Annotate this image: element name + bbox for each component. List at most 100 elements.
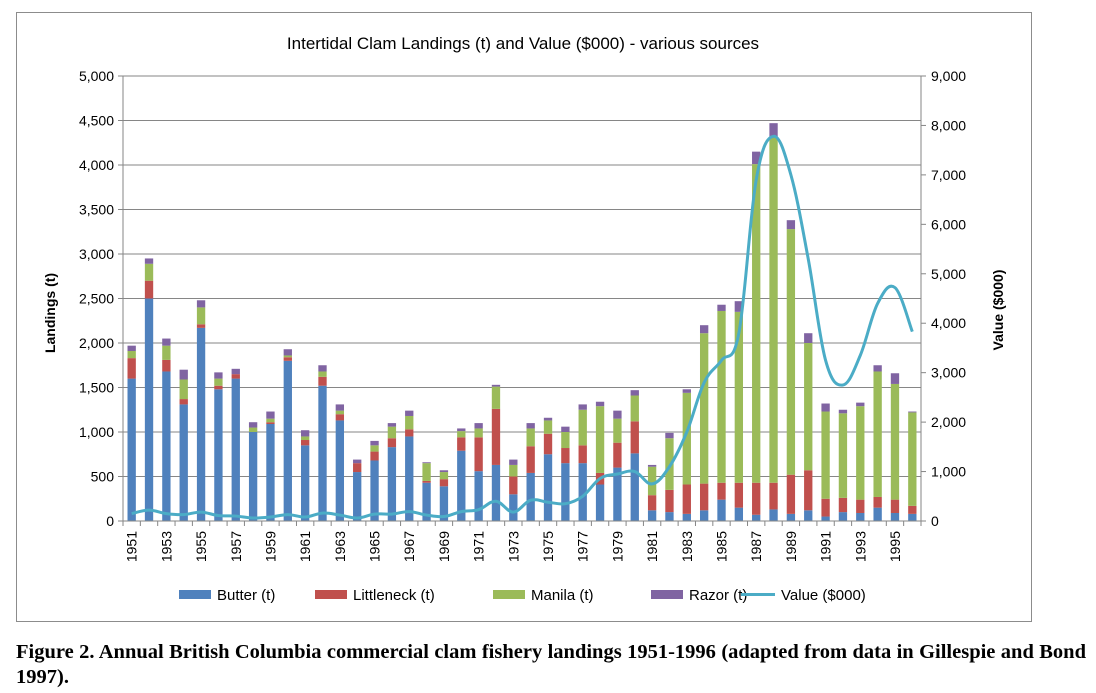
y-tick-label: 500 — [91, 469, 115, 485]
bar-segment — [179, 379, 188, 400]
bar-segment — [526, 472, 535, 521]
bar-segment — [405, 429, 414, 437]
bar-segment — [699, 333, 709, 484]
bar-segment — [647, 495, 657, 511]
value-line-layer — [131, 134, 914, 520]
bar-segment — [804, 343, 813, 471]
bar-segment — [543, 433, 553, 455]
bar-segment — [370, 440, 379, 446]
legend-swatch — [493, 590, 525, 599]
bar-segment — [248, 422, 258, 428]
bar-segment — [214, 372, 223, 379]
chart-area: 0 500 1,000 1,500 2,000 2,500 3,000 3,500 4,000 4… — [16, 12, 1032, 622]
x-tick-label: 1985 — [714, 531, 730, 562]
bar-segment — [127, 378, 136, 521]
bar-segment — [647, 466, 657, 496]
chart-title: Intertidal Clam Landings (t) and Value (… — [287, 34, 759, 53]
bar-segment — [561, 432, 570, 449]
bar-segment — [752, 514, 761, 521]
y2-tick-label: 1,000 — [931, 464, 966, 480]
bar-segment — [335, 420, 345, 521]
bar-segment — [335, 410, 345, 415]
bar-segment — [162, 371, 171, 521]
bar-segment — [179, 369, 188, 380]
bar-segment — [422, 480, 431, 483]
bar-segment — [578, 445, 587, 464]
bar-segment — [370, 460, 379, 521]
y-tick-label: 3,500 — [79, 202, 114, 218]
bar-segment — [162, 359, 171, 372]
bar-segment — [318, 376, 327, 386]
bar-segment — [908, 513, 917, 521]
y-tick-label: 1,000 — [79, 424, 114, 440]
bar-segment — [370, 445, 379, 452]
x-tick-label: 1995 — [887, 531, 903, 562]
x-tick-label: 1951 — [124, 531, 140, 562]
bar-segment — [127, 345, 136, 352]
bar-segment — [144, 258, 154, 264]
bar-segment — [318, 371, 327, 377]
bar-segment — [439, 472, 449, 480]
bar-segment — [578, 463, 587, 521]
bar-segment — [196, 324, 206, 328]
bar-segment — [283, 360, 292, 521]
bar-segment — [318, 365, 327, 372]
bar-segment — [543, 420, 553, 434]
bar-segment — [786, 220, 796, 230]
x-tick-label: 1955 — [193, 531, 209, 562]
bar-segment — [838, 512, 848, 521]
y-tick-label: 2,000 — [79, 335, 114, 351]
bar-segment — [248, 427, 258, 432]
bar-segment — [509, 459, 518, 465]
y2-tick-label: 7,000 — [931, 167, 966, 183]
bar-segment — [179, 404, 188, 521]
bar-segment — [665, 512, 674, 521]
bar-segment — [838, 497, 848, 513]
bar-segment — [543, 417, 553, 421]
bar-segment — [595, 401, 605, 407]
bar-segment — [439, 479, 449, 487]
bar-segment — [595, 484, 605, 521]
bar-segment — [422, 462, 431, 464]
bar-segment — [387, 426, 397, 439]
bar-segment — [873, 507, 882, 521]
legend-label: Butter (t) — [217, 587, 275, 604]
bar-segment — [752, 482, 761, 515]
bar-segment — [474, 437, 483, 472]
bar-segment — [908, 411, 917, 413]
bar-segment — [804, 510, 813, 521]
y2-tick-label: 2,000 — [931, 414, 966, 430]
bar-segment — [422, 463, 431, 481]
bar-segment — [526, 428, 535, 447]
value-line — [131, 134, 914, 520]
bar-segment — [717, 304, 726, 311]
bar-segment — [786, 229, 796, 475]
bar-segment — [734, 507, 744, 521]
bar-segment — [630, 390, 639, 396]
bar-segment — [613, 467, 622, 521]
bar-segment — [509, 464, 518, 477]
bar-segment — [769, 482, 778, 510]
bar-segment — [682, 392, 691, 485]
bar-segment — [856, 406, 865, 500]
tick-labels: 0 500 1,000 1,500 2,000 2,500 3,000 3,500 4,000 4… — [79, 68, 966, 562]
bar-segment — [838, 409, 848, 414]
y-axis-label: Landings (t) — [42, 273, 58, 353]
bar-segment — [769, 509, 778, 521]
bar-segment — [630, 421, 639, 454]
bar-segment — [144, 298, 154, 521]
bar-segment — [908, 505, 917, 514]
bar-segment — [526, 423, 535, 429]
bar-segment — [300, 430, 310, 437]
bar-segment — [144, 263, 154, 281]
y-tick-label: 1,500 — [79, 380, 114, 396]
x-tick-label: 1969 — [436, 531, 452, 562]
bar-segment — [457, 437, 466, 451]
legend-label: Littleneck (t) — [353, 587, 435, 604]
bar-segment — [613, 442, 622, 468]
bar-segment — [231, 368, 240, 375]
bar-segment — [890, 373, 900, 384]
bar-segment — [786, 513, 796, 521]
y2-tick-label: 3,000 — [931, 365, 966, 381]
bar-segment — [422, 482, 431, 521]
